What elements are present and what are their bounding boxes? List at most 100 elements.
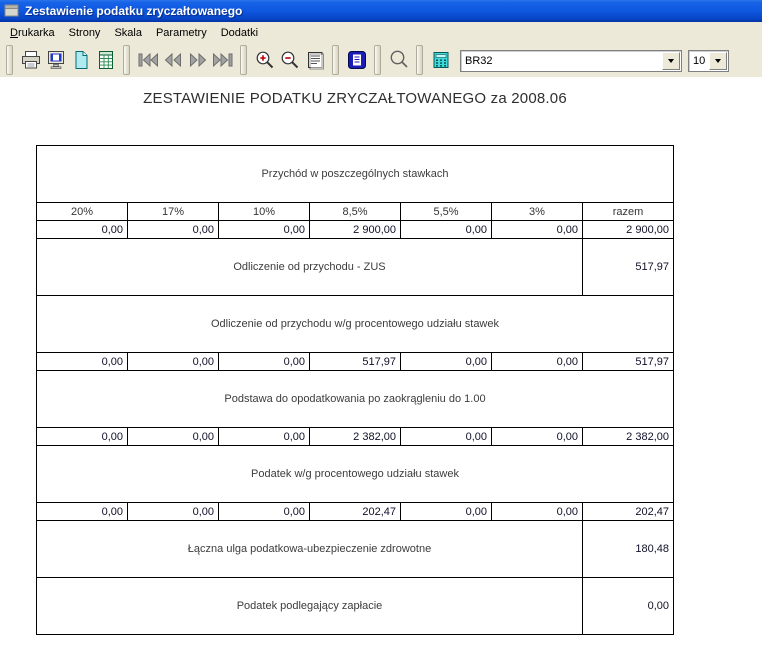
last-page-button[interactable]	[210, 47, 235, 73]
data-cell: 517,97	[582, 352, 674, 371]
section-header: Podatek w/g procentowego udziału stawek	[36, 445, 674, 503]
table-row: 0,00 0,00 0,00 2 382,00 0,00 0,00 2 382,…	[36, 427, 674, 446]
toolbar-separator	[332, 45, 339, 75]
menu-parametry[interactable]: Parametry	[155, 26, 207, 39]
zoom-out-button[interactable]	[277, 47, 302, 73]
table-row: Odliczenie od przychodu w/g procentowego…	[36, 295, 674, 353]
table-row: Odliczenie od przychodu - ZUS 517,97	[36, 238, 674, 296]
next-page-icon	[188, 52, 208, 68]
column-header: 10%	[218, 202, 310, 221]
data-cell: 2 900,00	[309, 220, 401, 239]
print-icon	[20, 50, 42, 70]
table-row: Łączna ulga podatkowa-ubezpieczenie zdro…	[36, 520, 674, 578]
data-cell: 0,00	[400, 427, 492, 446]
table-row: Przychód w poszczególnych stawkach	[36, 145, 674, 203]
app-icon	[4, 4, 20, 18]
data-cell: 0,00	[127, 427, 219, 446]
first-page-icon	[137, 52, 159, 68]
row-value: 180,48	[582, 520, 674, 578]
previous-page-icon	[163, 52, 183, 68]
data-cell: 517,97	[309, 352, 401, 371]
size-combobox[interactable]: 10	[688, 50, 729, 72]
size-dropdown-button[interactable]	[709, 52, 727, 70]
chevron-down-icon	[668, 59, 674, 63]
data-cell: 0,00	[218, 502, 310, 521]
table-row: 0,00 0,00 0,00 2 900,00 0,00 0,00 2 900,…	[36, 220, 674, 239]
spreadsheet-icon	[96, 50, 116, 70]
row-value: 517,97	[582, 238, 674, 296]
print-preview-icon	[46, 50, 66, 70]
menu-skala[interactable]: Skala	[114, 26, 142, 39]
page-text-view-button[interactable]	[302, 47, 327, 73]
save-icon	[347, 50, 367, 70]
menu-strony[interactable]: Strony	[68, 26, 101, 39]
data-cell: 0,00	[127, 352, 219, 371]
row-label: Podatek podlegający zapłacie	[36, 577, 583, 635]
size-value: 10	[693, 55, 706, 67]
menu-bar: Drukarka Strony Skala Parametry Dodatki	[0, 22, 762, 43]
row-label: Odliczenie od przychodu - ZUS	[36, 238, 583, 296]
data-cell: 0,00	[36, 220, 128, 239]
data-cell: 0,00	[218, 427, 310, 446]
zoom-out-icon	[280, 50, 300, 70]
previous-page-button[interactable]	[160, 47, 185, 73]
save-button[interactable]	[344, 47, 369, 73]
toolbar: BR32 10	[0, 43, 762, 78]
column-header: 20%	[36, 202, 128, 221]
report-preview-area: ZESTAWIENIE PODATKU ZRYCZAŁTOWANEGO za 2…	[0, 77, 762, 668]
page-icon	[71, 50, 91, 70]
chevron-down-icon	[715, 59, 721, 63]
page-text-icon	[305, 50, 325, 70]
data-cell: 0,00	[400, 352, 492, 371]
section-header: Przychód w poszczególnych stawkach	[36, 145, 674, 203]
zoom-in-icon	[255, 50, 275, 70]
toolbar-separator	[416, 45, 423, 75]
search-button[interactable]	[386, 47, 411, 73]
column-header: razem	[582, 202, 674, 221]
column-header: 8,5%	[309, 202, 401, 221]
table-row: Podatek w/g procentowego udziału stawek	[36, 445, 674, 503]
first-page-button[interactable]	[135, 47, 160, 73]
data-cell: 2 382,00	[309, 427, 401, 446]
report-format-dropdown-button[interactable]	[662, 52, 680, 70]
print-button[interactable]	[18, 47, 43, 73]
row-value: 0,00	[582, 577, 674, 635]
report-format-combobox[interactable]: BR32	[460, 50, 682, 72]
report-table: Przychód w poszczególnych stawkach 20% 1…	[36, 145, 674, 635]
column-header: 5,5%	[400, 202, 492, 221]
data-cell: 0,00	[218, 220, 310, 239]
calculator-icon	[431, 50, 451, 70]
section-header: Podstawa do opodatkowania po zaokrągleni…	[36, 370, 674, 428]
data-cell: 0,00	[400, 220, 492, 239]
section-header: Odliczenie od przychodu w/g procentowego…	[36, 295, 674, 353]
menu-dodatki[interactable]: Dodatki	[220, 26, 259, 39]
toolbar-separator	[240, 45, 247, 75]
calculator-button[interactable]	[428, 47, 453, 73]
column-header: 3%	[491, 202, 583, 221]
table-row: 20% 17% 10% 8,5% 5,5% 3% razem	[36, 202, 674, 221]
page-button[interactable]	[68, 47, 93, 73]
last-page-icon	[212, 52, 234, 68]
menu-drukarka[interactable]: Drukarka	[10, 26, 55, 39]
data-cell: 202,47	[582, 502, 674, 521]
data-cell: 0,00	[400, 502, 492, 521]
zoom-in-button[interactable]	[252, 47, 277, 73]
data-cell: 0,00	[491, 352, 583, 371]
report-format-value: BR32	[465, 55, 493, 67]
table-row: Podatek podlegający zapłacie 0,00	[36, 577, 674, 635]
spreadsheet-button[interactable]	[93, 47, 118, 73]
print-preview-button[interactable]	[43, 47, 68, 73]
data-cell: 0,00	[36, 427, 128, 446]
data-cell: 0,00	[491, 220, 583, 239]
table-row: 0,00 0,00 0,00 517,97 0,00 0,00 517,97	[36, 352, 674, 371]
data-cell: 2 900,00	[582, 220, 674, 239]
next-page-button[interactable]	[185, 47, 210, 73]
data-cell: 0,00	[491, 502, 583, 521]
row-label: Łączna ulga podatkowa-ubezpieczenie zdro…	[36, 520, 583, 578]
data-cell: 0,00	[36, 502, 128, 521]
data-cell: 2 382,00	[582, 427, 674, 446]
window-title: Zestawienie podatku zryczałtowanego	[25, 4, 243, 18]
data-cell: 0,00	[218, 352, 310, 371]
toolbar-separator	[374, 45, 381, 75]
table-row: Podstawa do opodatkowania po zaokrągleni…	[36, 370, 674, 428]
